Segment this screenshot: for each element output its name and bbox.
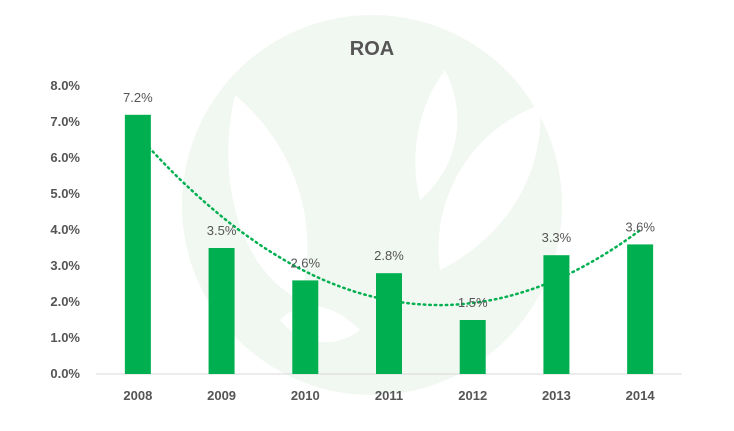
bar: [376, 273, 402, 374]
x-tick-label: 2014: [626, 388, 656, 403]
data-label: 7.2%: [123, 90, 153, 105]
bar: [459, 320, 486, 374]
y-tick-label: 1.0%: [50, 330, 80, 345]
y-tick-label: 3.0%: [50, 258, 80, 273]
y-axis: 0.0% 1.0% 2.0% 3.0% 4.0% 5.0% 6.0% 7.0% 8.0%: [50, 78, 80, 381]
x-tick-label: 2008: [123, 388, 152, 403]
data-label: 3.6%: [625, 219, 655, 234]
y-tick-label: 8.0%: [50, 78, 80, 93]
data-label: 1.5%: [458, 295, 488, 310]
x-tick-label: 2009: [207, 388, 236, 403]
data-labels: 7.2% 3.5% 2.6% 2.8% 1.5% 3.3% 3.6%: [123, 90, 655, 310]
bar: [124, 114, 151, 375]
y-tick-label: 5.0%: [50, 186, 80, 201]
y-tick-label: 0.0%: [50, 366, 80, 381]
data-label: 2.8%: [374, 248, 404, 263]
bar: [292, 280, 319, 374]
x-tick-label: 2011: [375, 388, 403, 403]
data-label: 2.6%: [290, 255, 320, 270]
bar-series: [124, 114, 654, 375]
x-axis: 2008 2009 2010 2011 2012 2013 2014: [123, 388, 655, 403]
data-label: 3.5%: [207, 223, 237, 238]
y-tick-label: 2.0%: [50, 294, 80, 309]
data-label: 3.3%: [542, 230, 572, 245]
bar: [208, 248, 235, 374]
leaf-watermark-icon: [182, 15, 562, 395]
bar: [627, 244, 654, 374]
x-tick-label: 2012: [458, 388, 487, 403]
y-tick-label: 6.0%: [50, 150, 80, 165]
bar: [543, 255, 570, 374]
x-tick-label: 2013: [542, 388, 571, 403]
x-tick-label: 2010: [291, 388, 320, 403]
y-tick-label: 4.0%: [50, 222, 80, 237]
y-tick-label: 7.0%: [50, 114, 80, 129]
trendline: [136, 133, 642, 307]
chart-title: ROA: [350, 38, 394, 60]
